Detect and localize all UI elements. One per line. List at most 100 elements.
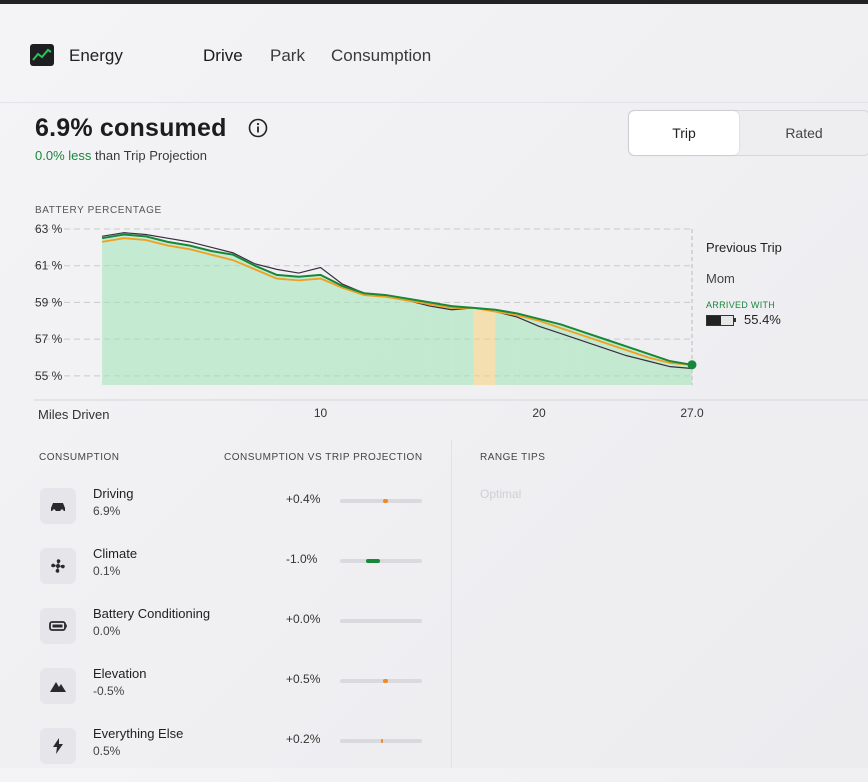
row-value: 0.1% <box>93 564 121 578</box>
arrived-value: 55.4% <box>744 312 781 327</box>
previous-trip-legend: Previous Trip Mom ARRIVED WITH 55.4% <box>706 240 782 327</box>
legend-destination: Mom <box>706 271 735 286</box>
area-segment <box>582 331 605 385</box>
projection-track <box>340 739 422 743</box>
row-label: Elevation <box>93 666 147 681</box>
row-value: 0.5% <box>93 744 121 758</box>
area-segment <box>473 307 496 385</box>
y-tick-label: 63 % <box>35 222 63 236</box>
delta-suffix: than Trip Projection <box>95 148 208 163</box>
car-icon <box>40 488 76 524</box>
battery-level-icon <box>706 315 734 326</box>
y-tick-label: 57 % <box>35 332 63 346</box>
info-icon[interactable] <box>248 118 268 138</box>
rated-button[interactable]: Rated <box>785 125 823 141</box>
area-segment <box>539 318 561 385</box>
mountain-icon <box>40 668 76 704</box>
app-title: Energy <box>69 46 123 65</box>
area-segment <box>407 298 430 385</box>
x-tick-label: 27.0 <box>680 406 704 420</box>
projection-marker <box>381 739 384 743</box>
projection-delta: 0.0% less than Trip Projection <box>35 148 207 163</box>
x-tick-label: 20 <box>532 406 546 420</box>
range-tips-header: RANGE TIPS <box>480 452 546 463</box>
area-segment <box>233 254 255 385</box>
area-segment <box>320 274 343 385</box>
current-position-dot <box>687 360 697 370</box>
projection-marker <box>381 619 383 623</box>
area-segment <box>276 274 299 385</box>
tab-drive[interactable]: Drive <box>203 46 243 65</box>
actual-line <box>101 233 693 366</box>
projection-line <box>101 237 693 366</box>
row-value: 6.9% <box>93 504 121 518</box>
row-value: -0.5% <box>93 684 125 698</box>
row-label: Everything Else <box>93 726 184 741</box>
area-segment <box>364 293 387 385</box>
area-segment <box>298 274 321 385</box>
row-label: Battery Conditioning <box>93 606 211 621</box>
header-divider <box>0 102 868 103</box>
battery-icon <box>40 608 76 644</box>
energy-app-icon <box>30 44 54 66</box>
projection-track <box>340 499 422 503</box>
vs-projection-header: CONSUMPTION VS TRIP PROJECTION <box>224 452 423 463</box>
chart-title: BATTERY PERCENTAGE <box>35 205 162 216</box>
area-segment <box>429 302 452 385</box>
header: Energy Drive Park Consumption <box>0 30 868 82</box>
tab-park[interactable]: Park <box>270 46 305 65</box>
energy-graph-icon <box>32 48 52 61</box>
y-tick-label: 59 % <box>35 295 63 309</box>
area-segment <box>167 241 190 385</box>
legend-title: Previous Trip <box>706 240 782 255</box>
area-segment <box>189 245 212 385</box>
y-tick-label: 55 % <box>35 369 63 383</box>
battery-chart: 63 % 61 % 59 % 57 % 55 % Miles Driven 10 20 27.0 <box>34 222 868 422</box>
area-segment <box>102 234 124 385</box>
fan-icon <box>40 548 76 584</box>
row-delta: +0.5% <box>286 672 321 686</box>
area-segment <box>451 306 474 385</box>
consumption-row-everything-else[interactable]: Everything Else 0.5% +0.2% <box>0 722 450 782</box>
arrived-label: ARRIVED WITH <box>706 300 776 310</box>
area-segment <box>386 295 408 385</box>
top-edge <box>0 0 868 4</box>
projection-track <box>340 679 422 683</box>
consumption-row-battery-conditioning[interactable]: Battery Conditioning 0.0% +0.0% <box>0 602 450 662</box>
projection-marker <box>382 499 388 503</box>
area-segment <box>123 234 146 385</box>
consumption-row-driving[interactable]: Driving 6.9% +0.4% <box>0 482 450 542</box>
projection-marker <box>366 559 381 563</box>
y-tick-label: 61 % <box>35 259 63 273</box>
row-label: Driving <box>93 486 134 501</box>
delta-value: 0.0% less <box>35 148 92 163</box>
range-tips-optimal: Optimal <box>480 487 522 501</box>
row-value: 0.0% <box>93 624 121 638</box>
column-divider <box>451 440 452 768</box>
projection-track <box>340 559 422 563</box>
arrived-battery: 55.4% <box>706 312 782 327</box>
consumed-summary: 6.9% consumed <box>35 114 227 142</box>
bolt-icon <box>40 728 76 764</box>
projection-marker <box>382 679 389 683</box>
area-segment <box>145 236 168 385</box>
area-segment <box>517 313 540 385</box>
trip-button[interactable]: Trip <box>629 111 739 155</box>
row-delta: +0.0% <box>286 612 321 626</box>
projection-track <box>340 619 422 623</box>
row-label: Climate <box>93 546 138 561</box>
consumption-row-climate[interactable]: Climate 0.1% -1.0% <box>0 542 450 602</box>
row-delta: -1.0% <box>286 552 318 566</box>
x-tick-label: 10 <box>314 406 328 420</box>
consumption-header: CONSUMPTION <box>39 452 120 463</box>
battery-level-fill <box>707 316 722 325</box>
area-segment <box>495 309 518 385</box>
x-axis-label: Miles Driven <box>38 407 110 422</box>
trip-rated-toggle: Trip Rated <box>628 110 868 156</box>
consumption-row-elevation[interactable]: Elevation -0.5% +0.5% <box>0 662 450 722</box>
area-segment <box>342 285 365 385</box>
battery-tip <box>734 318 736 322</box>
tab-consumption[interactable]: Consumption <box>331 46 432 65</box>
area-segment <box>211 251 234 385</box>
area-segment <box>254 265 277 385</box>
